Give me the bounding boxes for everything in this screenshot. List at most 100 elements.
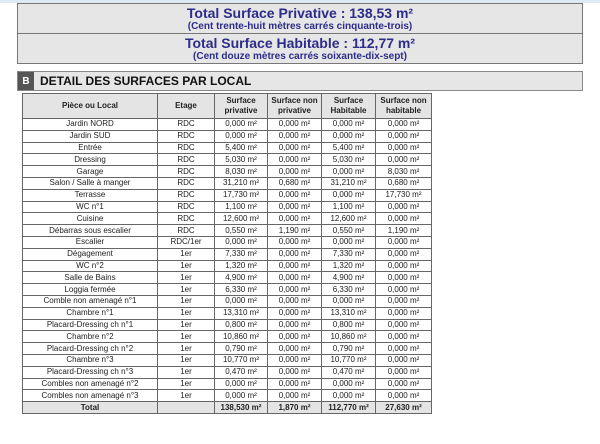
table-cell: 17,730 m² bbox=[375, 188, 432, 202]
table-cell: 0,000 m² bbox=[267, 318, 322, 332]
table-cell: 0,000 m² bbox=[375, 342, 432, 355]
table-cell: 1,190 m² bbox=[267, 224, 322, 237]
table-cell: Comble non amenagé n°1 bbox=[22, 294, 158, 308]
table-cell: RDC/1er bbox=[157, 235, 215, 249]
table-cell: 0,000 m² bbox=[375, 283, 432, 296]
table-cell: 0,000 m² bbox=[267, 389, 322, 403]
table-cell: 17,730 m² bbox=[214, 188, 268, 202]
table-cell: RDC bbox=[157, 176, 215, 190]
table-row: Cuisine RDC 12,600 m² 0,000 m² 12,600 m² 0,00… bbox=[22, 212, 432, 226]
table-cell: 0,000 m² bbox=[375, 129, 432, 143]
table-cell: 0,000 m² bbox=[267, 141, 322, 155]
table-cell: 1er bbox=[157, 377, 215, 391]
table-cell: Dégagement bbox=[22, 247, 158, 261]
table-cell: 7,330 m² bbox=[214, 247, 268, 261]
table-row: Jardin SUD RDC 0,000 m² 0,000 m² 0,000 m² 0,0… bbox=[22, 129, 432, 143]
table-cell: 1er bbox=[157, 271, 215, 285]
table-cell: 8,030 m² bbox=[214, 165, 268, 178]
table-cell: 0,000 m² bbox=[214, 235, 268, 249]
table-cell: 0,000 m² bbox=[321, 188, 376, 202]
table-cell: 0,800 m² bbox=[214, 318, 268, 332]
table-cell: RDC bbox=[157, 224, 215, 237]
table-cell: 0,000 m² bbox=[267, 365, 322, 379]
table-row: Jardin NORD RDC 0,000 m² 0,000 m² 0,000 m² 0,… bbox=[22, 118, 432, 131]
table-cell: Combles non amenagé n°2 bbox=[22, 377, 158, 391]
table-cell: RDC bbox=[157, 188, 215, 202]
table-cell: 12,600 m² bbox=[321, 212, 376, 226]
table-cell: 8,030 m² bbox=[375, 165, 432, 178]
table-cell: 10,770 m² bbox=[321, 353, 376, 367]
table-cell: 5,030 m² bbox=[321, 153, 376, 167]
table-cell: 0,000 m² bbox=[267, 165, 322, 178]
table-cell: 0,000 m² bbox=[375, 389, 432, 403]
table-cell: 6,330 m² bbox=[214, 283, 268, 296]
table-cell: 0,790 m² bbox=[321, 342, 376, 355]
column-header: Etage bbox=[157, 93, 215, 119]
table-cell: 1er bbox=[157, 342, 215, 355]
table-cell: 12,600 m² bbox=[214, 212, 268, 226]
table-cell: 7,330 m² bbox=[321, 247, 376, 261]
table-cell: Chambre n°2 bbox=[22, 330, 158, 344]
table-cell: Chambre n°1 bbox=[22, 306, 158, 320]
table-row: Comble non amenagé n°1 1er 0,000 m² 0,000 m… bbox=[22, 294, 432, 308]
total-cell: 112,770 m² bbox=[321, 401, 376, 414]
table-cell: Jardin NORD bbox=[22, 118, 158, 131]
table-cell: 0,000 m² bbox=[267, 188, 322, 202]
table-row: Placard-Dressing ch n°3 1er 0,470 m² 0,000 … bbox=[22, 365, 432, 379]
table-cell: 0,000 m² bbox=[375, 153, 432, 167]
table-row: Combles non amenagé n°3 1er 0,000 m² 0,000 … bbox=[22, 389, 432, 403]
table-cell: WC n°1 bbox=[22, 200, 158, 214]
top-strip bbox=[0, 0, 600, 3]
table-cell: 0,000 m² bbox=[375, 247, 432, 261]
table-cell: 1,100 m² bbox=[214, 200, 268, 214]
table-cell: 6,330 m² bbox=[321, 283, 376, 296]
table-cell: 0,000 m² bbox=[214, 294, 268, 308]
table-row: Loggia fermée 1er 6,330 m² 0,000 m² 6,330 m²… bbox=[22, 283, 432, 296]
table-cell: Terrasse bbox=[22, 188, 158, 202]
column-header: Surface privative bbox=[214, 93, 268, 119]
table-cell: RDC bbox=[157, 118, 215, 131]
table-cell: 0,000 m² bbox=[375, 259, 432, 273]
table-cell: 1er bbox=[157, 259, 215, 273]
table-cell: Combles non amenagé n°3 bbox=[22, 389, 158, 403]
total-cell: 1,870 m² bbox=[267, 401, 322, 414]
table-cell: 0,000 m² bbox=[375, 118, 432, 131]
table-cell: 0,000 m² bbox=[214, 129, 268, 143]
table-cell: 13,310 m² bbox=[321, 306, 376, 320]
table-cell: 0,000 m² bbox=[267, 129, 322, 143]
table-cell: 0,000 m² bbox=[375, 235, 432, 249]
table-cell: 0,000 m² bbox=[321, 377, 376, 391]
table-row: Garage RDC 8,030 m² 0,000 m² 0,000 m² 8,030 m… bbox=[22, 165, 432, 178]
table-cell: 0,000 m² bbox=[375, 271, 432, 285]
table-cell: 0,000 m² bbox=[321, 165, 376, 178]
total-cell: 138,530 m² bbox=[214, 401, 268, 414]
table-cell: 0,000 m² bbox=[267, 283, 322, 296]
table-row: Placard-Dressing ch n°1 1er 0,800 m² 0,000 … bbox=[22, 318, 432, 332]
table-cell: 1er bbox=[157, 247, 215, 261]
table-cell: Placard-Dressing ch n°2 bbox=[22, 342, 158, 355]
table-row: Dégagement 1er 7,330 m² 0,000 m² 7,330 m² 0,0… bbox=[22, 247, 432, 261]
table-cell: 31,210 m² bbox=[321, 176, 376, 190]
table-cell: Dressing bbox=[22, 153, 158, 167]
table-row: Dressing RDC 5,030 m² 0,000 m² 5,030 m² 0,000… bbox=[22, 153, 432, 167]
table-cell: 0,000 m² bbox=[375, 141, 432, 155]
table-cell: 0,550 m² bbox=[321, 224, 376, 237]
table-cell: 0,000 m² bbox=[267, 212, 322, 226]
total-privative-words: (Cent trente-huit mètres carrés cinquant… bbox=[187, 21, 413, 32]
table-cell: 0,000 m² bbox=[267, 330, 322, 344]
table-cell: 0,000 m² bbox=[321, 235, 376, 249]
table-cell: 0,000 m² bbox=[267, 271, 322, 285]
table-cell: 31,210 m² bbox=[214, 176, 268, 190]
table-cell: Débarras sous escalier bbox=[22, 224, 158, 237]
table-cell: 0,550 m² bbox=[214, 224, 268, 237]
table-row: Chambre n°2 1er 10,860 m² 0,000 m² 10,860 m²… bbox=[22, 330, 432, 344]
table-cell: 0,000 m² bbox=[267, 353, 322, 367]
table-cell: WC n°2 bbox=[22, 259, 158, 273]
table-row: Salle de Bains 1er 4,900 m² 0,000 m² 4,900 m… bbox=[22, 271, 432, 285]
table-cell: 0,000 m² bbox=[267, 235, 322, 249]
table-cell: 0,000 m² bbox=[375, 212, 432, 226]
total-habitable-value: Total Surface Habitable : 112,77 m² bbox=[184, 35, 416, 51]
total-cell: Total bbox=[22, 401, 158, 414]
table-cell: 0,000 m² bbox=[375, 200, 432, 214]
table-cell: Salle de Bains bbox=[22, 271, 158, 285]
